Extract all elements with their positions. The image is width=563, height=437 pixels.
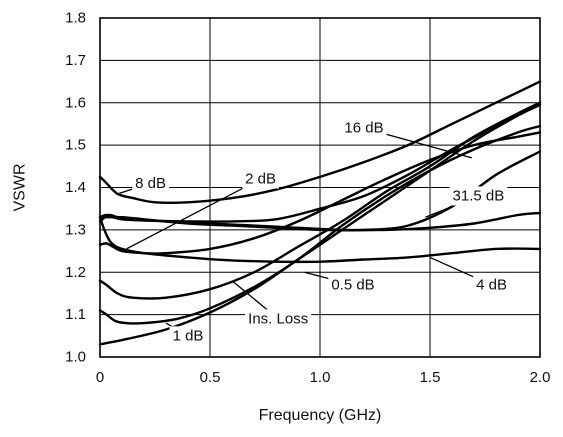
annotation-6: Ins. Loss (245, 309, 312, 329)
annotation-bg-3 (449, 186, 508, 206)
annotation-label-2: 16 dB (344, 120, 383, 137)
y-tick-label-3: 1.3 (65, 221, 86, 238)
series-line-unlabeled-8 (98, 103, 542, 346)
annotation-labels: 8 dB 2 dB 16 dB 31.5 dB 4 dB 0.5 dB Ins. Loss 1… (132, 118, 511, 346)
y-tick-label-0: 1.0 (65, 349, 86, 366)
annotation-label-1: 2 dB (245, 171, 276, 188)
series-line-4-db-4 (98, 216, 542, 264)
annotation-bg-6 (245, 309, 312, 329)
y-tick-labels: 1.0 1.1 1.2 1.3 1.4 1.5 1.6 1.7 1.8 (65, 10, 86, 366)
annotation-label-4: 4 dB (476, 276, 507, 293)
x-tick-label-1: 0.5 (200, 369, 221, 386)
annotation-bg-0 (132, 173, 170, 193)
annotation-0: 8 dB (132, 173, 170, 193)
annotation-label-5: 0.5 dB (331, 276, 374, 293)
annotation-3: 31.5 dB (449, 186, 508, 206)
plot-frame (99, 17, 541, 358)
annotation-bg-2 (341, 118, 387, 138)
series-line-ins-loss-6 (98, 101, 542, 300)
x-axis-title: Frequency (GHz) (259, 407, 382, 424)
annotation-4: 4 dB (473, 275, 511, 295)
annotation-bg-4 (473, 275, 511, 295)
series-line-31-5-db-3 (98, 211, 542, 232)
y-tick-label-8: 1.8 (65, 10, 86, 27)
x-tick-label-3: 1.5 (420, 369, 441, 386)
series-line-8-db-0 (98, 80, 542, 205)
annotation-label-7: 1 dB (173, 327, 204, 344)
annotation-bg-5 (328, 275, 378, 295)
y-tick-label-7: 1.7 (65, 52, 86, 69)
annotation-1: 2 dB (242, 169, 280, 189)
y-tick-label-6: 1.6 (65, 94, 86, 111)
y-tick-label-4: 1.4 (65, 179, 86, 196)
annotation-label-3: 31.5 dB (453, 187, 505, 204)
y-tick-label-2: 1.2 (65, 264, 86, 281)
x-tick-label-2: 1.0 (310, 369, 331, 386)
x-tick-labels: 0 0.5 1.0 1.5 2.0 (96, 369, 551, 386)
annotation-label-6: Ins. Loss (248, 310, 308, 327)
y-tick-label-1: 1.1 (65, 306, 86, 323)
x-tick-label-4: 2.0 (530, 369, 551, 386)
annotation-2: 16 dB (341, 118, 387, 138)
y-axis-title: VSWR (12, 164, 29, 212)
annotation-leader-1 (126, 178, 261, 250)
annotation-5: 0.5 dB (328, 275, 378, 295)
annotation-7: 1 dB (169, 326, 207, 346)
annotation-label-0: 8 dB (135, 175, 166, 192)
y-tick-label-5: 1.5 (65, 137, 86, 154)
annotation-bg-1 (242, 169, 280, 189)
annotation-bg-7 (169, 326, 207, 346)
x-tick-label-0: 0 (96, 369, 104, 386)
